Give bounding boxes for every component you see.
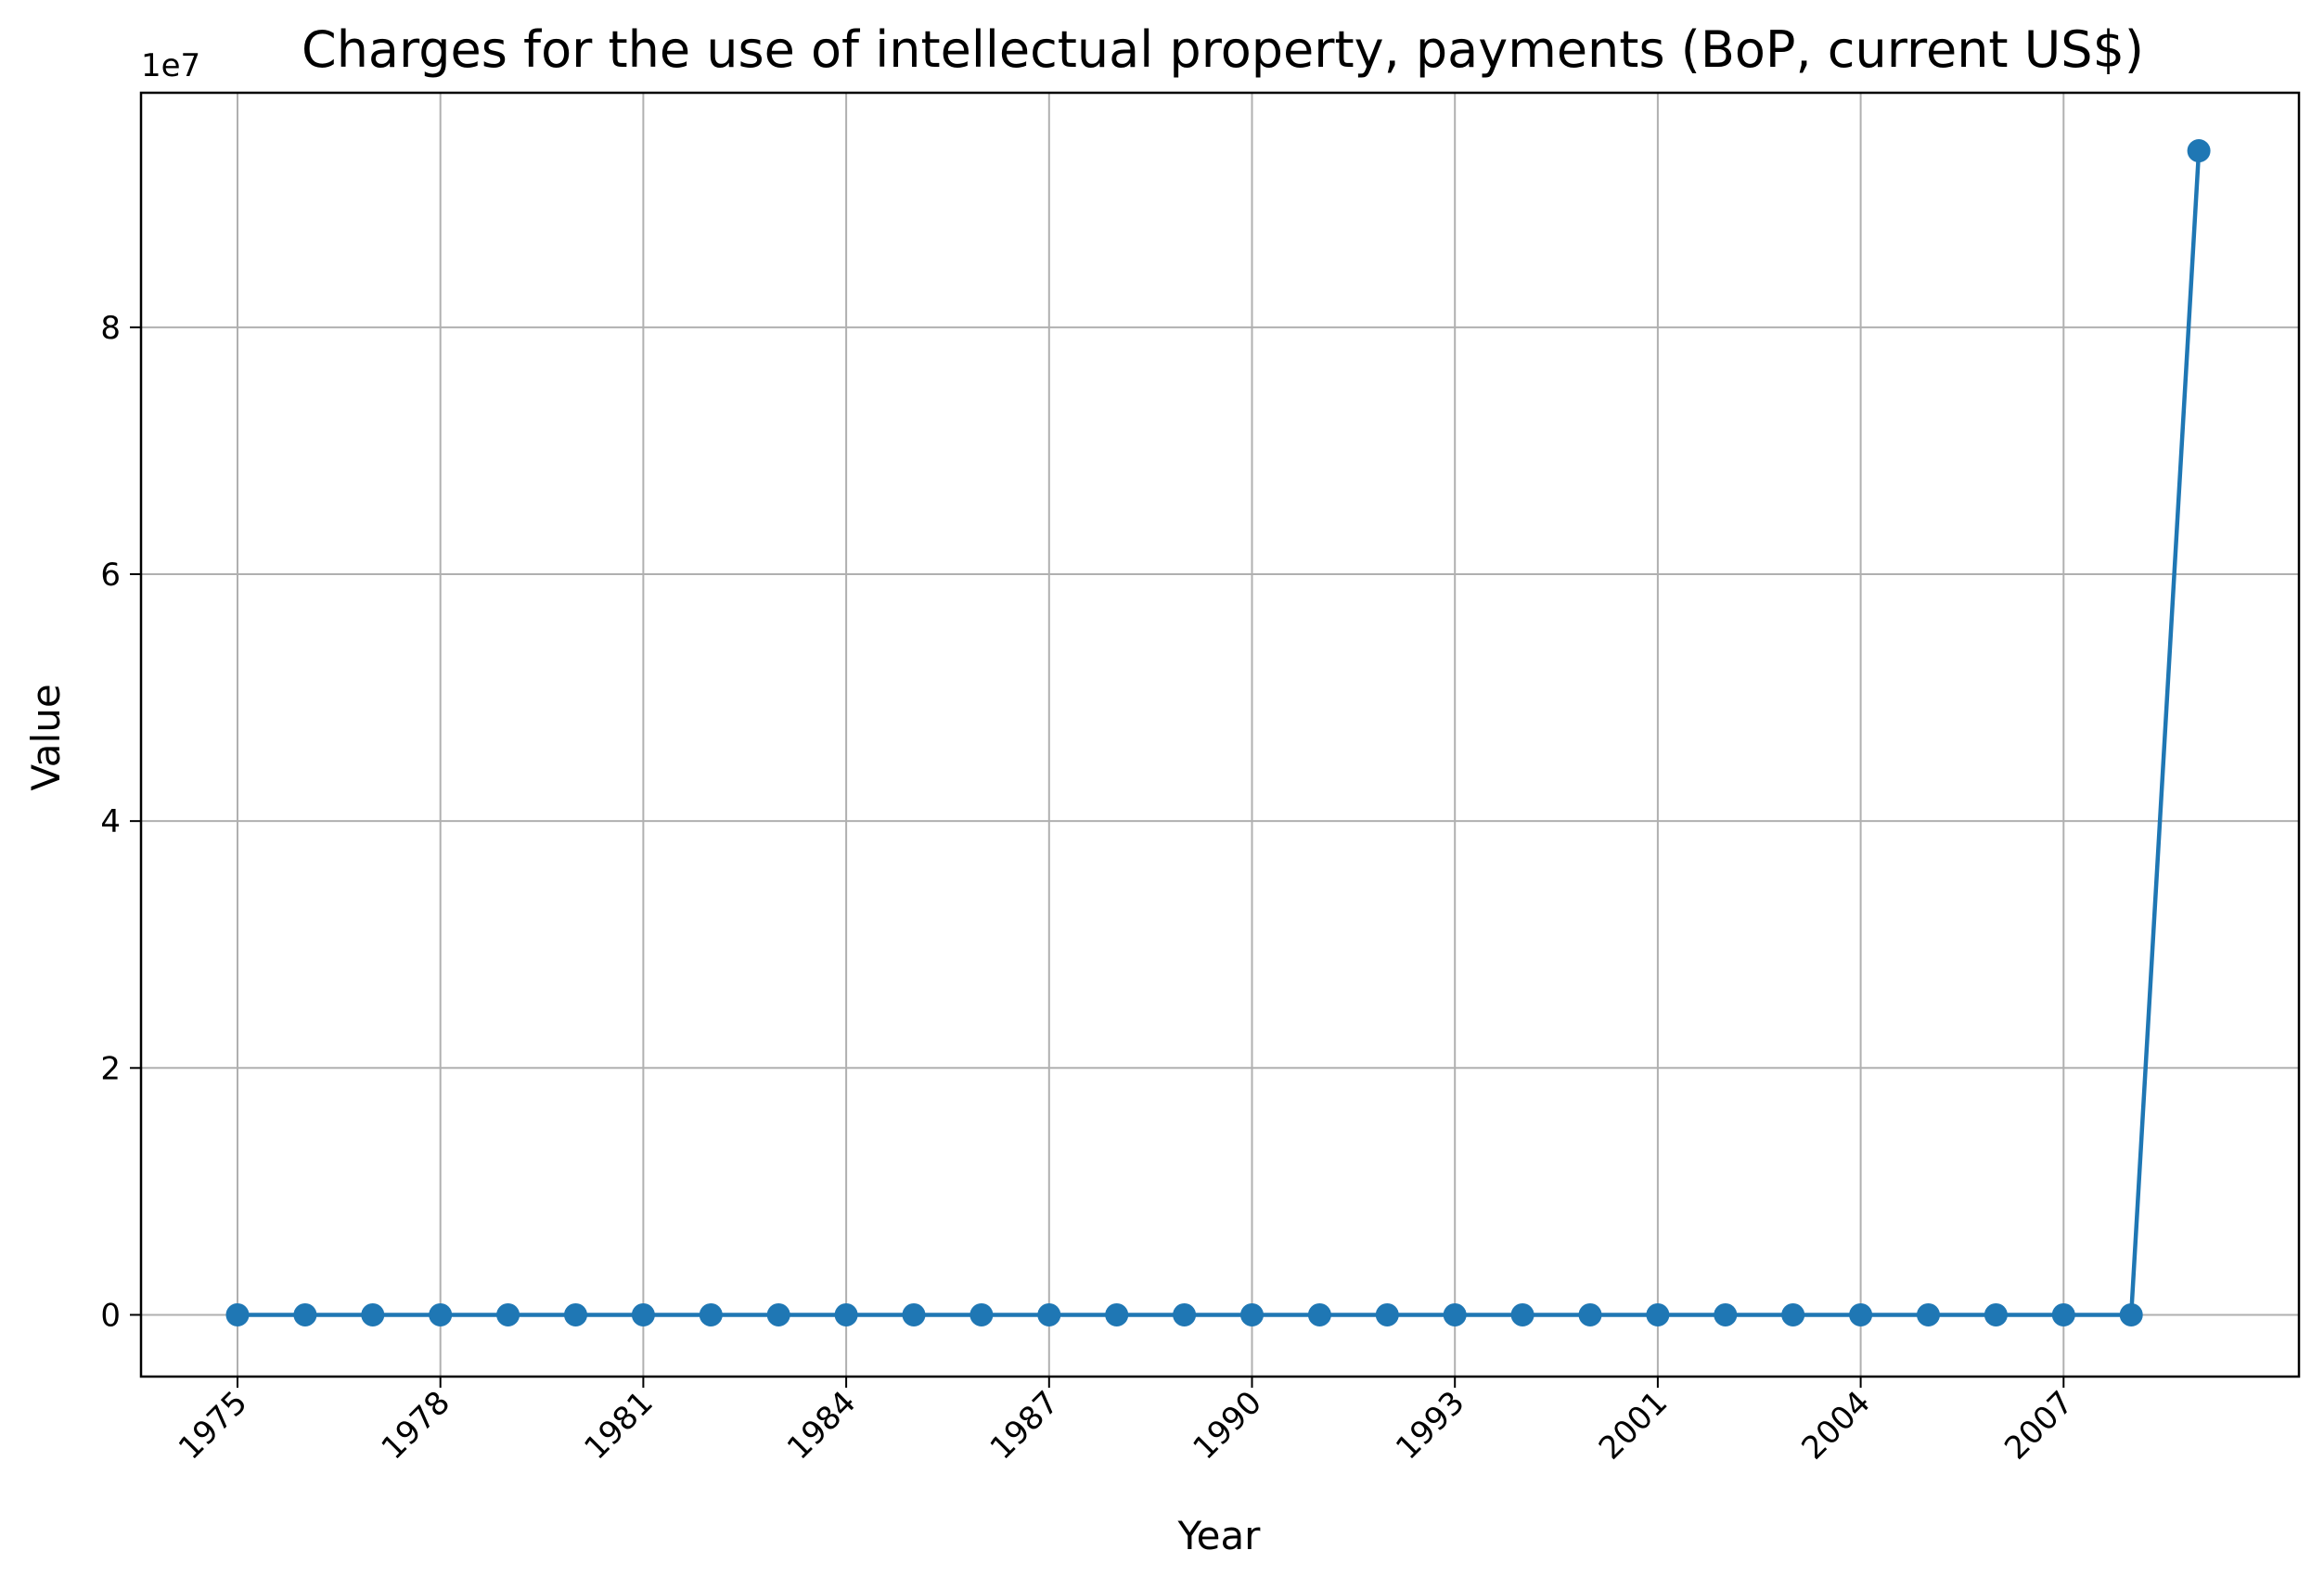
series-layer	[225, 139, 2211, 1326]
data-point	[1037, 1302, 1061, 1326]
data-point	[2187, 139, 2211, 163]
data-point	[2051, 1302, 2075, 1326]
data-point	[361, 1302, 385, 1326]
data-point	[1578, 1302, 1602, 1326]
axis-ticks: 1975 1978 1981 1984 1987 1990 1993 2001 2004 2007…	[100, 310, 2080, 1467]
series-line	[238, 150, 2202, 1317]
x-tick-label: 1987	[983, 1384, 1066, 1467]
plot-frame	[139, 91, 2301, 1378]
y-tick-label: 8	[100, 310, 121, 347]
x-tick-label: 1975	[172, 1384, 254, 1467]
data-point	[1781, 1302, 1805, 1326]
data-point	[834, 1302, 858, 1326]
data-point	[496, 1302, 520, 1326]
data-point	[902, 1302, 926, 1326]
y-tick-label: 4	[100, 803, 121, 840]
x-axis-label: Year	[1177, 1513, 1262, 1558]
y-tick-label: 2	[100, 1050, 121, 1087]
y-axis-label: Value	[23, 684, 69, 790]
data-point	[969, 1302, 994, 1326]
data-point	[1173, 1302, 1197, 1326]
data-point	[1307, 1302, 1331, 1326]
data-point	[699, 1302, 723, 1326]
data-point	[429, 1302, 453, 1326]
grid	[141, 93, 2299, 1377]
data-point	[2119, 1302, 2143, 1326]
data-point	[1714, 1302, 1738, 1326]
y-tick-label: 6	[100, 557, 121, 594]
data-point	[766, 1302, 790, 1326]
data-point	[1443, 1302, 1467, 1326]
data-point	[1105, 1302, 1129, 1326]
y-offset-label: 1e7	[141, 47, 200, 84]
data-point	[1510, 1302, 1534, 1326]
x-tick-label: 1981	[577, 1384, 660, 1467]
y-tick-label: 0	[100, 1297, 121, 1334]
x-tick-label: 2004	[1794, 1384, 1877, 1467]
data-point	[1849, 1302, 1873, 1326]
data-point	[1917, 1302, 1940, 1326]
chart-title: Charges for the use of intellectual prop…	[302, 20, 2144, 79]
x-tick-label: 2007	[1997, 1384, 2080, 1467]
data-point	[1240, 1302, 1264, 1326]
data-point	[293, 1302, 317, 1326]
data-point	[1646, 1302, 1670, 1326]
data-point	[1375, 1302, 1399, 1326]
x-tick-label: 1990	[1186, 1384, 1268, 1467]
data-point	[631, 1302, 655, 1326]
x-tick-label: 2001	[1592, 1384, 1675, 1467]
x-tick-label: 1984	[780, 1384, 863, 1467]
x-tick-label: 1978	[375, 1384, 457, 1467]
data-point	[564, 1302, 587, 1326]
x-tick-label: 1993	[1389, 1384, 1471, 1467]
data-point	[1984, 1302, 2008, 1326]
data-point	[225, 1302, 250, 1326]
